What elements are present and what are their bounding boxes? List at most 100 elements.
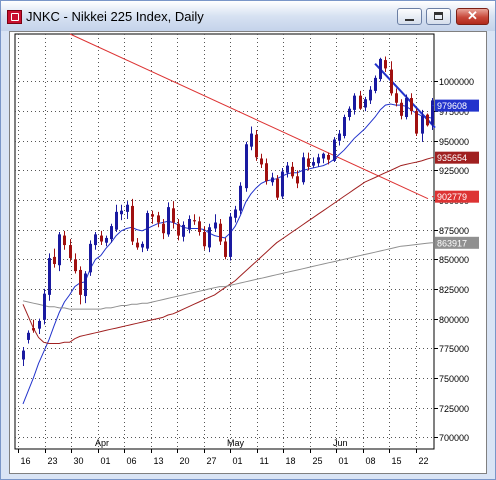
x-tick-label: 06 <box>127 456 137 466</box>
candle-body <box>198 221 201 233</box>
candle-body <box>426 114 429 126</box>
downtrend-line <box>69 33 429 200</box>
month-label: May <box>227 438 245 448</box>
candle-body <box>120 210 123 215</box>
candle-body <box>172 208 175 223</box>
candle-body <box>48 258 51 295</box>
candle-body <box>307 158 310 167</box>
x-tick-label: 11 <box>260 456 269 466</box>
moving-average-line <box>22 242 433 310</box>
x-tick-label: 30 <box>74 456 84 466</box>
candle-body <box>146 213 149 249</box>
candle-body <box>245 144 248 189</box>
candle-body <box>281 171 284 197</box>
candle-body <box>79 269 82 295</box>
x-tick-label: 01 <box>101 456 111 466</box>
candle-body <box>359 95 362 109</box>
candle-body <box>421 115 424 134</box>
candle-body <box>89 243 92 273</box>
candle-body <box>162 223 165 234</box>
x-tick-label: 23 <box>48 456 58 466</box>
plot-frame <box>14 33 435 450</box>
candle-body <box>322 153 325 159</box>
candle-body <box>126 204 129 212</box>
y-tick-label: 775000 <box>439 344 469 354</box>
candle-body <box>390 69 393 94</box>
candle-body <box>374 77 377 91</box>
candle-body <box>182 224 185 237</box>
title-bar[interactable]: JNKC - Nikkei 225 Index, Daily ✕ <box>1 1 495 31</box>
candle-body <box>22 350 25 360</box>
moving-average-line <box>22 103 433 405</box>
candle-body <box>276 178 279 198</box>
close-button[interactable]: ✕ <box>456 8 489 25</box>
candle-body <box>219 223 222 242</box>
price-tag <box>435 236 479 249</box>
candle-body <box>410 98 413 112</box>
y-tick-label: 825000 <box>439 285 469 295</box>
candle-body <box>203 232 206 247</box>
candle-body <box>271 177 274 183</box>
candle-body <box>177 223 180 236</box>
x-tick-label: 01 <box>233 456 243 466</box>
x-tick-label: 13 <box>154 456 164 466</box>
candle-body <box>131 205 134 242</box>
candle-body <box>229 216 232 257</box>
price-tag-label: 979608 <box>437 101 467 111</box>
candle-body <box>105 237 108 243</box>
candle-body <box>317 157 320 164</box>
price-tag <box>435 99 479 112</box>
candle-body <box>115 211 118 230</box>
candle-body <box>141 243 144 248</box>
candle-body <box>343 117 346 136</box>
candle-body <box>312 162 315 166</box>
candle-body <box>74 259 77 272</box>
candle-body <box>94 234 97 246</box>
candle-body <box>167 207 170 235</box>
x-tick-label: 15 <box>392 456 402 466</box>
candle-body <box>27 332 30 340</box>
minimize-icon <box>405 19 414 21</box>
candle-body <box>32 328 35 331</box>
candle-body <box>43 293 46 320</box>
y-tick-label: 850000 <box>439 255 469 265</box>
x-tick-label: 16 <box>21 456 31 466</box>
candle-body <box>208 227 211 248</box>
candle-body <box>364 99 367 108</box>
candle-body <box>110 226 113 240</box>
candle-body <box>431 100 434 125</box>
y-tick-label: 925000 <box>439 166 469 176</box>
candle-body <box>286 165 289 173</box>
window-title: JNKC - Nikkei 225 Index, Daily <box>26 9 204 24</box>
candle-body <box>84 273 87 297</box>
month-label: Jun <box>333 438 348 448</box>
y-tick-label: 700000 <box>439 433 469 443</box>
candle-body <box>353 95 356 110</box>
candle-body <box>265 163 268 182</box>
candle-body <box>63 235 66 246</box>
candle-body <box>348 108 351 117</box>
price-tag-label: 935654 <box>437 153 467 163</box>
close-icon: ✕ <box>467 8 478 23</box>
y-tick-label: 800000 <box>439 315 469 325</box>
candle-body <box>400 102 403 116</box>
chart-area[interactable]: 1000000975000950000925000900000875000850… <box>9 31 487 474</box>
candle-body <box>379 58 382 80</box>
candle-body <box>291 166 294 177</box>
price-tag <box>435 151 479 164</box>
x-tick-label: 01 <box>339 456 349 466</box>
y-tick-label: 750000 <box>439 374 469 384</box>
y-tick-label: 1000000 <box>439 77 474 87</box>
candle-body <box>188 218 191 230</box>
candle-body <box>296 176 299 184</box>
candle-body <box>250 133 253 147</box>
maximize-button[interactable] <box>426 8 451 25</box>
candle-body <box>395 93 398 103</box>
price-tag <box>435 190 479 203</box>
price-tag-label: 902779 <box>437 192 467 202</box>
minimize-button[interactable] <box>397 8 422 25</box>
short-trend-line <box>374 62 436 129</box>
candle-body <box>38 320 41 329</box>
x-tick-label: 22 <box>419 456 429 466</box>
candle-body <box>415 111 418 134</box>
